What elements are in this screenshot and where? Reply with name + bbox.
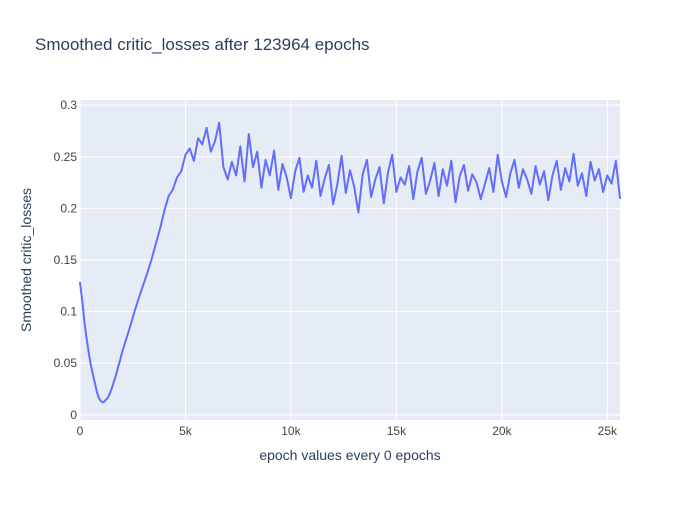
y-tick-label: 0 bbox=[70, 408, 77, 422]
series-line bbox=[79, 121, 621, 404]
y-tick-label: 0.1 bbox=[60, 305, 77, 319]
y-tick-labels: 0 0.05 0.1 0.15 0.2 0.25 0.3 bbox=[54, 98, 78, 422]
y-axis-label: Smoothed critic_losses bbox=[18, 188, 34, 332]
x-tick-label: 0 bbox=[77, 424, 84, 438]
x-tick-label: 15k bbox=[387, 424, 407, 438]
x-axis-label: epoch values every 0 epochs bbox=[259, 447, 440, 463]
x-tick-label: 25k bbox=[598, 424, 618, 438]
y-gridlines bbox=[80, 104, 620, 416]
series-layer bbox=[79, 121, 621, 404]
y-tick-label: 0.15 bbox=[54, 253, 78, 267]
chart-title: Smoothed critic_losses after 123964 epoc… bbox=[35, 35, 370, 54]
x-tick-label: 5k bbox=[179, 424, 193, 438]
y-tick-label: 0.25 bbox=[54, 150, 78, 164]
x-tick-label: 10k bbox=[281, 424, 301, 438]
x-tick-labels: 0 5k 10k 15k 20k 25k bbox=[77, 424, 618, 438]
y-tick-label: 0.2 bbox=[60, 201, 77, 215]
x-tick-label: 20k bbox=[492, 424, 512, 438]
y-tick-label: 0.05 bbox=[54, 356, 78, 370]
y-tick-label: 0.3 bbox=[60, 98, 77, 112]
